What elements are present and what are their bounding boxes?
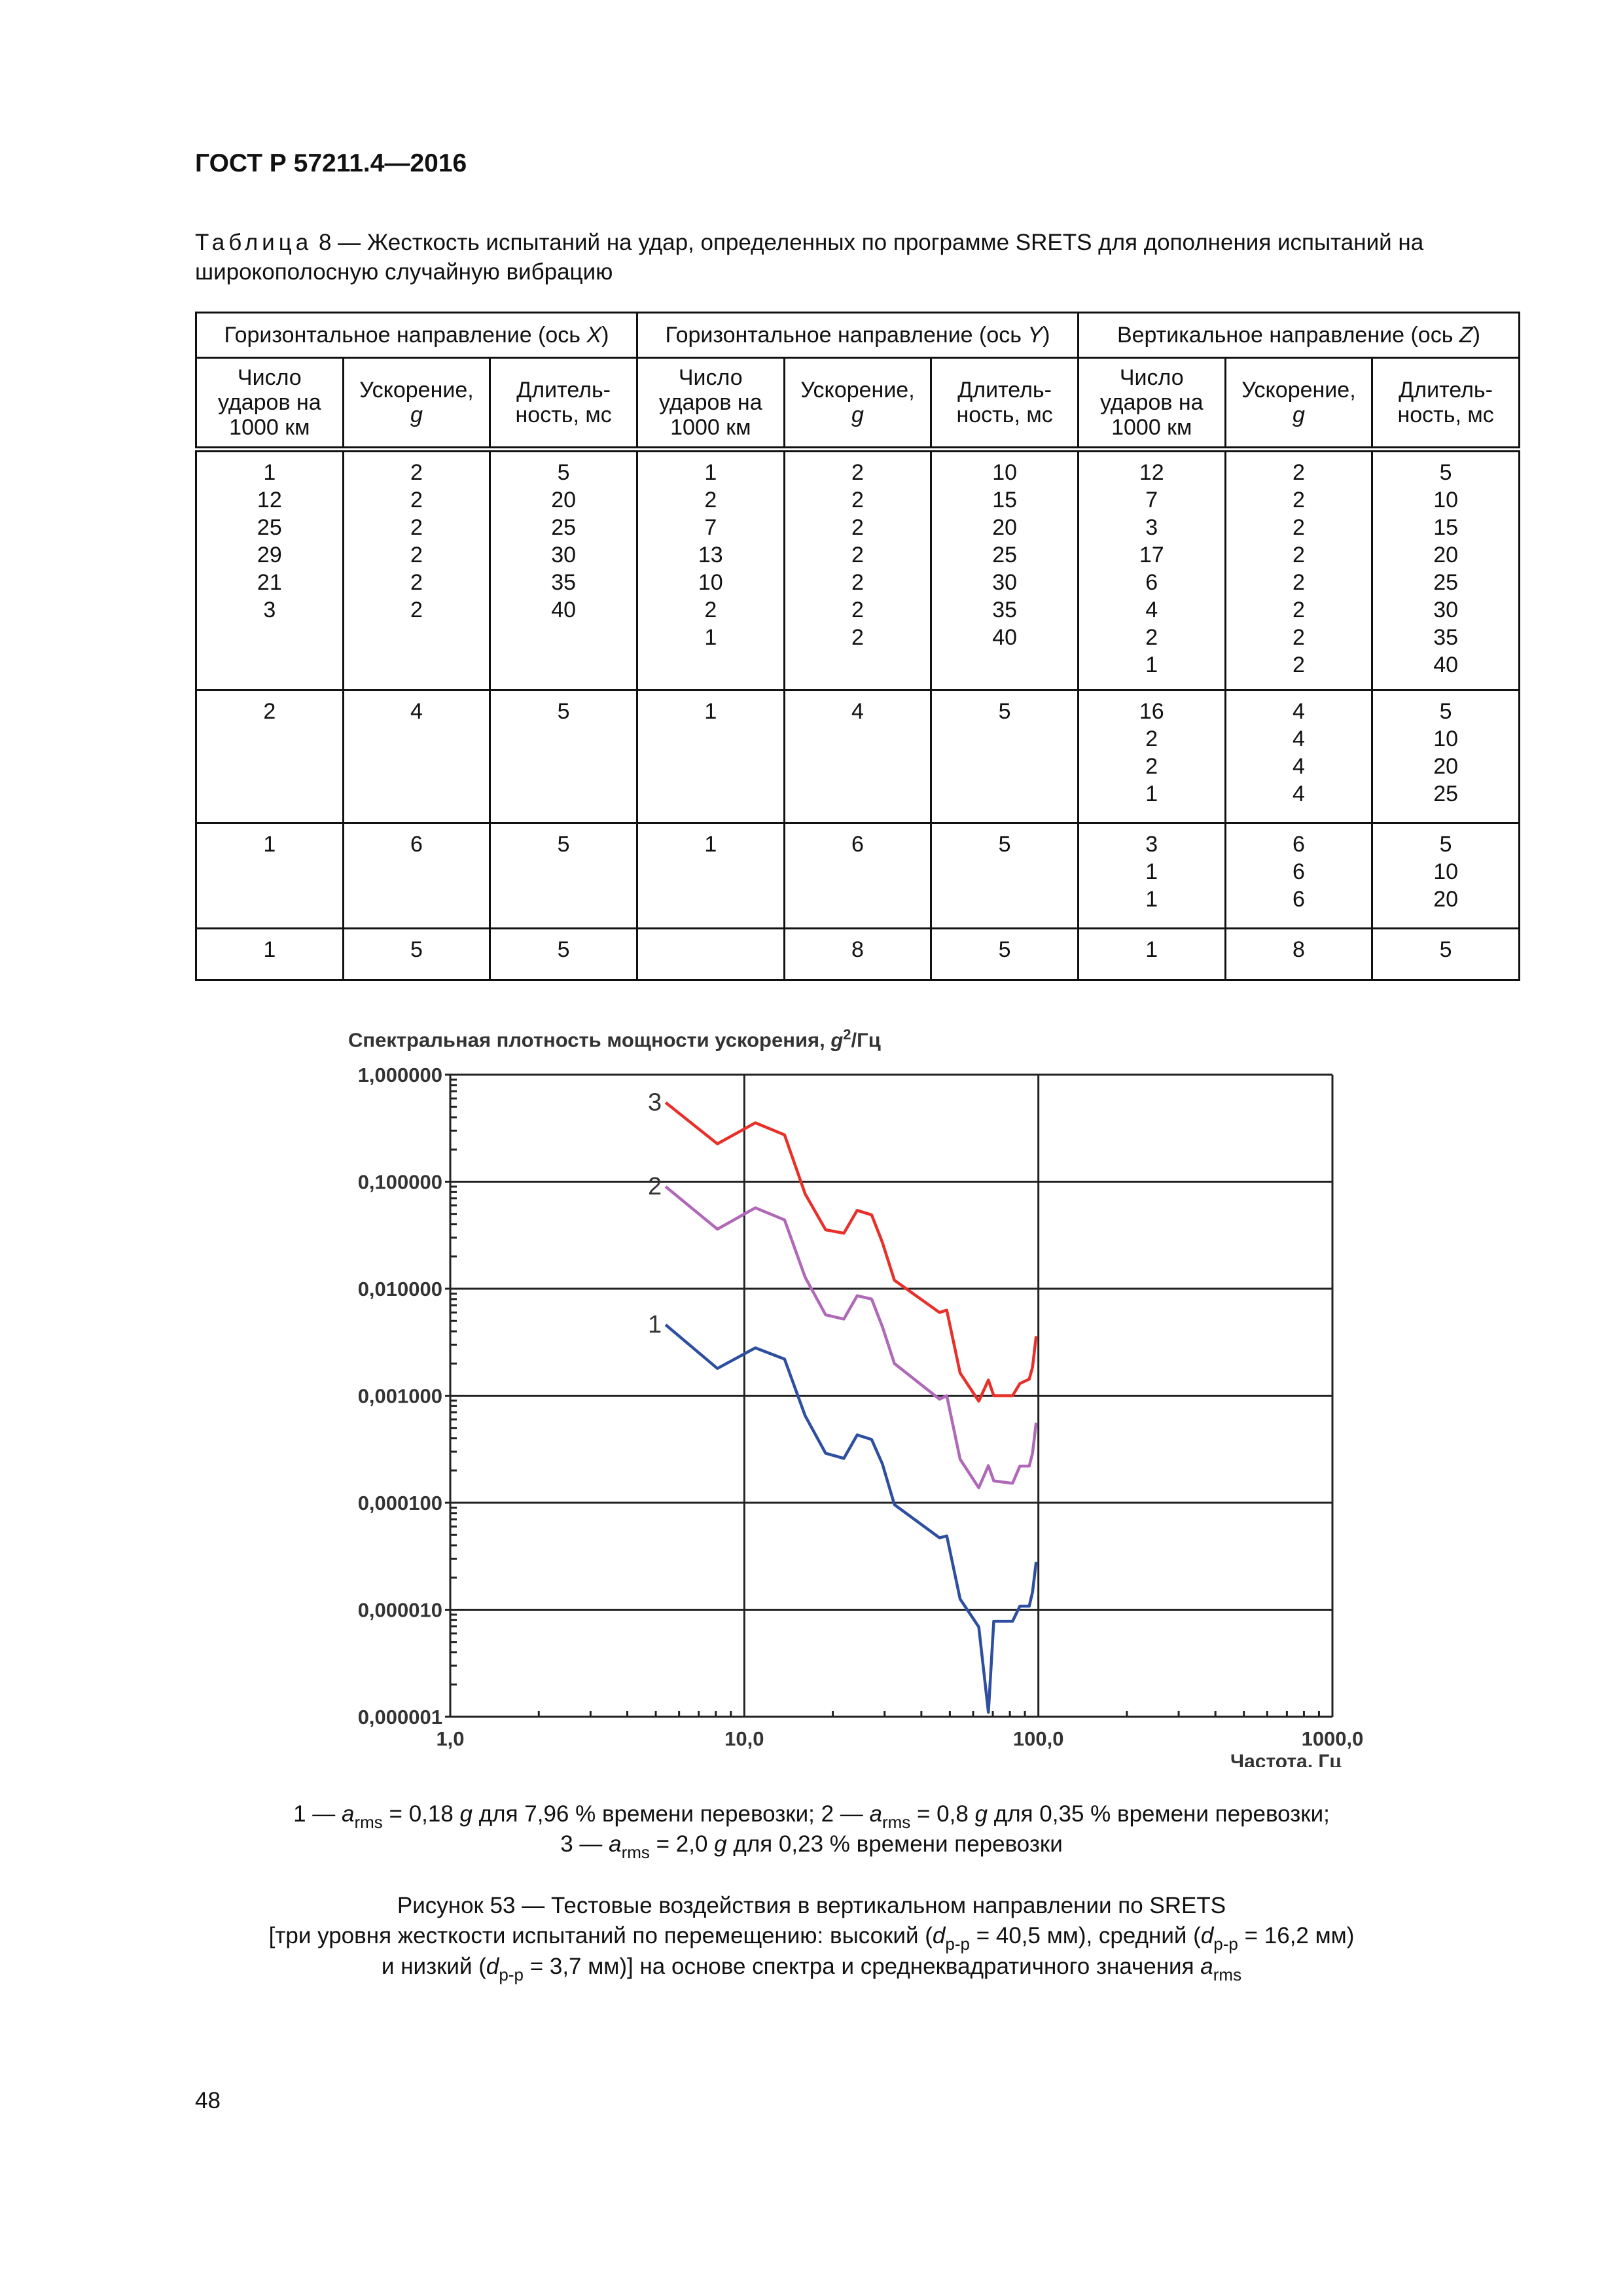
table-cell: 6 (342, 822, 491, 929)
table-cell: 1 (1077, 927, 1226, 981)
table-cell: 2 2 2 2 2 2 (342, 448, 491, 691)
subheader-count: Число ударов на 1000 км (1077, 357, 1226, 452)
table-cell: 1 (195, 927, 344, 981)
table-cell: 5 10 20 (1371, 822, 1520, 929)
table-cell: 2 2 2 2 2 2 2 (783, 448, 933, 691)
table-cell: 1 (635, 689, 785, 824)
table-cell: 5 (489, 822, 638, 929)
group-header-x: Горизонтальное направление (ось X) (195, 312, 638, 359)
table-cell: 1 12 25 29 21 3 (195, 448, 344, 691)
table-cell: 5 (930, 822, 1079, 929)
figure-caption-line-3: и низкий (dp-p = 3,7 мм)] на основе спек… (381, 1954, 1242, 1984)
table-cell: 6 6 6 (1224, 822, 1374, 929)
figure-caption-title: Рисунок 53 — Тестовые воздействия в верт… (397, 1893, 1226, 1918)
table-cell: 5 10 20 25 (1371, 689, 1520, 824)
y-tick-label: 0,000100 (358, 1492, 442, 1515)
table-cell: 5 (489, 689, 638, 824)
page-number: 48 (195, 2088, 221, 2113)
x-tick-label: 100,0 (1013, 1727, 1064, 1750)
table-cell: 6 (783, 822, 933, 929)
table-caption: Таблица 8 — Жесткость испытаний на удар,… (195, 228, 1524, 287)
x-axis-title: Частота, Гц (1230, 1751, 1342, 1767)
psd-chart: 1,000000 0,100000 0,010000 0,001000 0,000100… (358, 1064, 1364, 1750)
group-header-y: Горизонтальное направление (ось Y) (635, 312, 1079, 359)
y-axis-title: Спектральная плотность мощности ускорени… (348, 1026, 881, 1052)
table-cell: 1 (635, 822, 785, 929)
subheader-acceleration: Ускорение, g (1224, 357, 1374, 452)
y-tick-label: 0,000001 (358, 1706, 442, 1729)
table-cell: 8 (1224, 927, 1374, 981)
table-cell: 16 2 2 1 (1077, 689, 1226, 824)
series-line-1 (664, 1323, 1038, 1714)
document-header: ГОСТ Р 57211.4—2016 (195, 149, 467, 177)
table-cell: 5 (1371, 927, 1520, 981)
table-cell: 1 2 7 13 10 2 1 (635, 448, 785, 691)
series-label-3: 3 (648, 1088, 662, 1116)
series-label-2: 2 (648, 1173, 662, 1200)
y-tick-label: 0,100000 (358, 1171, 442, 1194)
y-tick-label: 0,000010 (358, 1599, 442, 1622)
subheader-duration: Длитель- ность, мс (1371, 357, 1520, 452)
subheader-count: Число ударов на 1000 км (195, 357, 344, 452)
table-cell: 2 (195, 689, 344, 824)
series-label-1: 1 (648, 1311, 662, 1338)
series-line-3 (664, 1101, 1038, 1403)
y-tick-label: 1,000000 (358, 1064, 442, 1086)
table-cell: 12 7 3 17 6 4 2 1 (1077, 448, 1226, 691)
table-cell: 5 10 15 20 25 30 35 40 (1371, 448, 1520, 691)
y-tick-label: 0,001000 (358, 1385, 442, 1408)
x-tick-label: 1,0 (436, 1727, 464, 1750)
table-cell: 4 (783, 689, 933, 824)
y-tick-label: 0,010000 (358, 1278, 442, 1300)
table-cell: 10 15 20 25 30 35 40 (930, 448, 1079, 691)
subheader-count: Число ударов на 1000 км (635, 357, 785, 452)
table-cell: 5 (489, 927, 638, 981)
subheader-duration: Длитель- ность, мс (930, 357, 1079, 452)
legend-line-1: 1 — arms = 0,18 g для 7,96 % времени пер… (293, 1801, 1330, 1832)
x-tick-label: 10,0 (724, 1727, 764, 1750)
table-caption-text: 8 — Жесткость испытаний на удар, определ… (195, 230, 1424, 285)
table-cell: 4 4 4 4 (1224, 689, 1374, 824)
table-cell (635, 927, 785, 981)
table-cell: 5 (930, 927, 1079, 981)
shock-severity-table: Горизонтальное направление (ось X) Гориз… (195, 312, 1521, 981)
table-cell: 5 20 25 30 35 40 (489, 448, 638, 691)
subheader-duration: Длитель- ность, мс (489, 357, 638, 452)
table-cell: 1 (195, 822, 344, 929)
table-cell: 5 (930, 689, 1079, 824)
table-cell: 8 (783, 927, 933, 981)
group-header-z: Вертикальное направление (ось Z) (1077, 312, 1521, 359)
table-cell: 4 (342, 689, 491, 824)
table-caption-prefix: Таблица (195, 230, 313, 255)
series-line-2 (664, 1185, 1038, 1490)
x-tick-label: 1000,0 (1302, 1727, 1364, 1750)
table-cell: 3 1 1 (1077, 822, 1226, 929)
legend-line-2: 3 — arms = 2,0 g для 0,23 % времени пере… (560, 1831, 1063, 1862)
figure-caption-line-2: [три уровня жесткости испытаний по перем… (268, 1923, 1355, 1954)
subheader-acceleration: Ускорение, g (783, 357, 933, 452)
table-cell: 2 2 2 2 2 2 2 2 (1224, 448, 1374, 691)
subheader-acceleration: Ускорение, g (342, 357, 491, 452)
table-cell: 5 (342, 927, 491, 981)
